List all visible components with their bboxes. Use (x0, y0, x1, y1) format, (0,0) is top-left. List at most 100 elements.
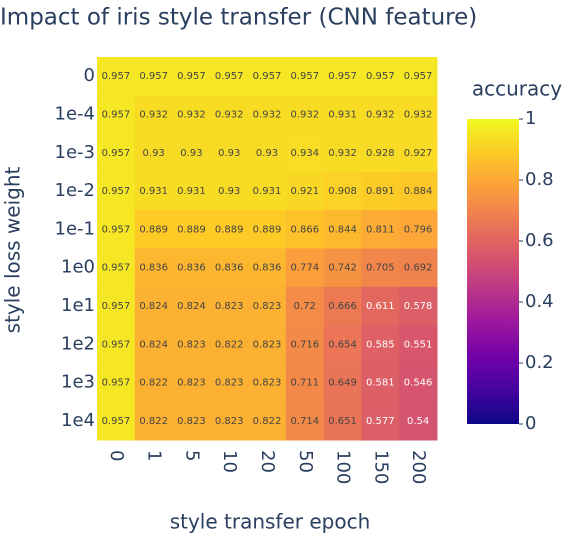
heatmap-cell (172, 286, 211, 326)
cell-label: 0.823 (253, 339, 282, 350)
cell-label: 0.578 (404, 301, 433, 312)
heatmap-cell (248, 401, 287, 441)
cell-label: 0.692 (404, 263, 433, 274)
heatmap-cell (134, 401, 174, 441)
cell-label: 0.844 (328, 224, 357, 235)
cell-label: 0.931 (328, 109, 357, 120)
heatmap-cell (361, 325, 400, 364)
cell-label: 0.957 (404, 71, 433, 82)
heatmap-cell (210, 325, 249, 364)
cell-label: 0.711 (290, 378, 319, 389)
cell-label: 0.957 (102, 186, 131, 197)
heatmap-cell (285, 248, 325, 288)
cell-label: 0.774 (290, 263, 319, 274)
heatmap-cell (323, 248, 362, 288)
cell-label: 0.957 (328, 71, 357, 82)
heatmap-cell (399, 325, 438, 364)
heatmap-cell (361, 210, 400, 249)
x-tick-label: 200 (408, 450, 429, 484)
x-tick-label: 10 (219, 450, 240, 473)
heatmap-cell (97, 171, 136, 211)
heatmap-cell (361, 401, 400, 441)
heatmap-cell (172, 210, 211, 249)
heatmap-cell (210, 248, 249, 288)
heatmap-cell (361, 171, 400, 211)
heatmap-cell (134, 171, 174, 211)
cell-label: 0.836 (139, 263, 168, 274)
heatmap-cell (134, 248, 174, 288)
heatmap-cell (97, 401, 136, 441)
cell-label: 0.823 (177, 416, 206, 427)
heatmap-cell (210, 171, 249, 211)
cell-label: 0.889 (215, 224, 244, 235)
cell-label: 0.93 (143, 148, 165, 159)
heatmap-cell (323, 210, 362, 249)
heatmap-cell (248, 133, 287, 173)
heatmap-cell (210, 57, 249, 96)
colorbar (467, 119, 519, 424)
x-tick-label: 20 (257, 450, 278, 473)
heatmap-cell (97, 210, 136, 249)
heatmap-cell (248, 325, 287, 364)
cell-label: 0.957 (102, 378, 131, 389)
heatmap-cell (172, 248, 211, 288)
cell-label: 0.585 (366, 339, 395, 350)
cell-label: 0.934 (290, 148, 319, 159)
heatmap-cell (210, 95, 249, 135)
x-tick-label: 100 (333, 450, 354, 484)
heatmap-cell (134, 95, 174, 135)
heatmap-cell (248, 210, 287, 249)
y-tick-label: 1e-2 (55, 180, 95, 201)
cell-label: 0.822 (139, 416, 168, 427)
cell-label: 0.716 (290, 339, 319, 350)
cell-label: 0.93 (218, 186, 240, 197)
heatmap-cell (285, 363, 325, 403)
y-tick-label: 1e-3 (55, 142, 95, 163)
heatmap-cell (361, 133, 400, 173)
heatmap-cell (248, 248, 287, 288)
heatmap-cell (399, 57, 438, 96)
chart-title: Impact of iris style transfer (CNN featu… (0, 5, 477, 31)
cell-label: 0.957 (366, 71, 395, 82)
heatmap-cell (285, 171, 325, 211)
cell-label: 0.823 (253, 301, 282, 312)
cell-label: 0.824 (139, 339, 168, 350)
cell-label: 0.932 (328, 148, 357, 159)
cell-label: 0.649 (328, 378, 357, 389)
heatmap-cell (285, 401, 325, 441)
heatmap-cell (97, 248, 136, 288)
heatmap-cell (134, 363, 174, 403)
cell-label: 0.889 (139, 224, 168, 235)
cell-label: 0.908 (328, 186, 357, 197)
heatmap-cell (323, 325, 362, 364)
cell-label: 0.823 (253, 378, 282, 389)
heatmap-cell (323, 401, 362, 441)
heatmap-cell (134, 325, 174, 364)
heatmap-cell (323, 95, 362, 135)
heatmap-cell (210, 401, 249, 441)
cell-label: 0.931 (177, 186, 206, 197)
cell-label: 0.577 (366, 416, 395, 427)
heatmap-cell (399, 363, 438, 403)
cell-label: 0.932 (177, 109, 206, 120)
y-tick-label: 1e-1 (55, 218, 95, 239)
cell-label: 0.823 (177, 378, 206, 389)
heatmap-cell (361, 248, 400, 288)
heatmap-cell (172, 95, 211, 135)
heatmap-cell (399, 210, 438, 249)
colorbar-tick-label: 0.6 (525, 230, 554, 251)
cell-label: 0.666 (328, 301, 357, 312)
cell-label: 0.822 (215, 339, 244, 350)
cell-label: 0.654 (328, 339, 357, 350)
colorbar-tick-label: 0 (525, 413, 536, 434)
cell-label: 0.957 (102, 109, 131, 120)
heatmap-cell (248, 95, 287, 135)
cell-label: 0.957 (215, 71, 244, 82)
cell-label: 0.957 (253, 71, 282, 82)
heatmap-cell (399, 286, 438, 326)
cell-label: 0.957 (102, 224, 131, 235)
cell-label: 0.551 (404, 339, 433, 350)
heatmap-cell (134, 133, 174, 173)
colorbar-tick-label: 0.4 (525, 291, 554, 312)
